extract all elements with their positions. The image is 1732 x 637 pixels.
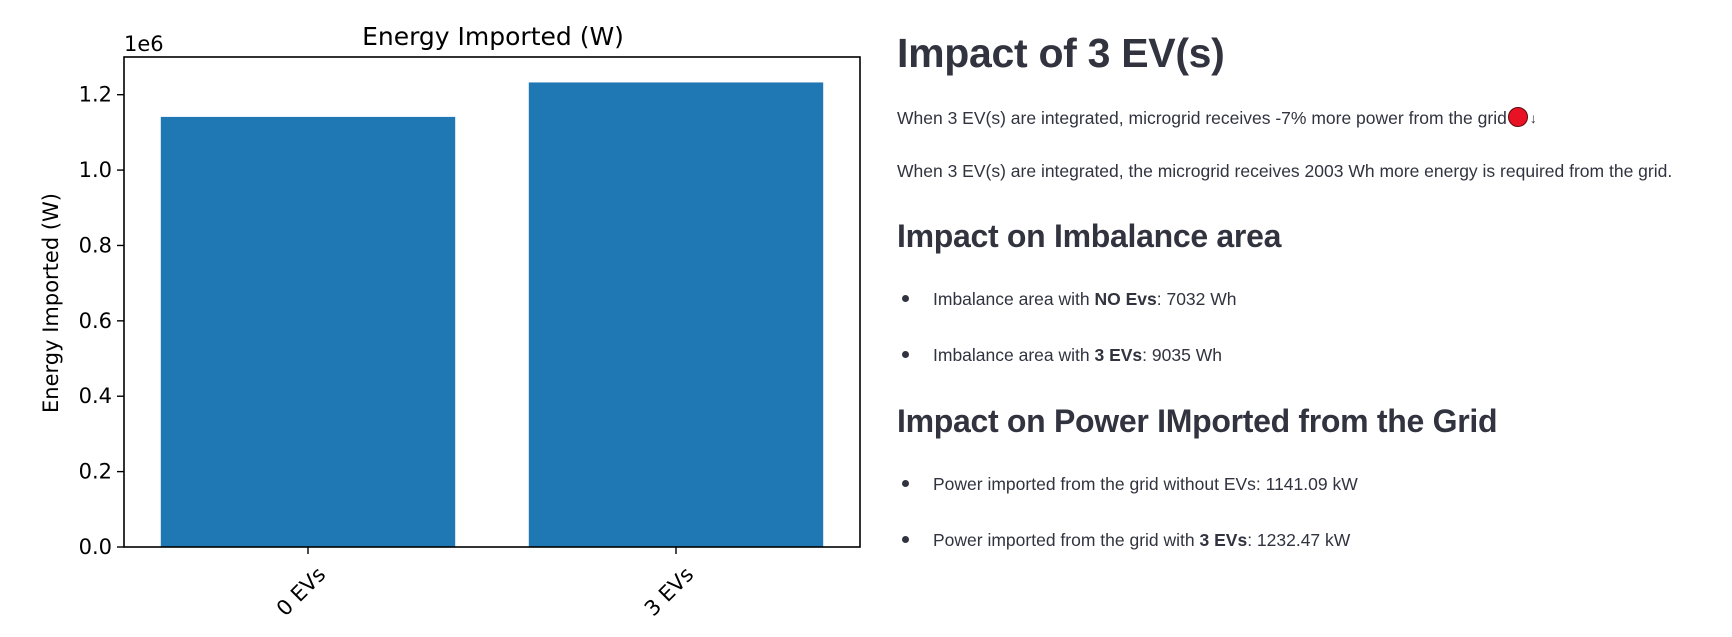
impact-report: Impact of 3 EV(s) When 3 EV(s) are integ… (897, 0, 1727, 637)
item-text: Power imported from the grid without EVs… (933, 474, 1358, 494)
list-item-power-3-evs: Power imported from the grid with 3 EVs:… (897, 530, 1350, 551)
bullet-dot (902, 294, 909, 302)
y-tick-label: 0.8 (79, 233, 112, 257)
y-tick-label: 1.0 (79, 158, 112, 182)
y-tick-label: 0.2 (79, 460, 112, 484)
y-tick-label: 0.0 (79, 535, 112, 559)
power-impact-text: When 3 EV(s) are integrated, microgrid r… (897, 107, 1537, 129)
x-tick-label: 0 EVs (272, 562, 330, 620)
item-value: : 7032 Wh (1156, 289, 1237, 309)
bullet-dot (902, 479, 909, 487)
y-tick-label: 0.6 (79, 309, 112, 333)
list-item-imbalance-no-evs: Imbalance area with NO Evs: 7032 Wh (897, 289, 1237, 310)
x-tick-label: 3 EVs (640, 562, 698, 620)
plot-frame (123, 56, 861, 548)
bullet-dot (902, 535, 909, 543)
list-item-power-without-evs: Power imported from the grid without EVs… (897, 474, 1358, 495)
page-title: Impact of 3 EV(s) (897, 30, 1225, 76)
y-ticks: 0.0 0.2 0.4 0.6 0.8 1.0 1.2 (79, 83, 124, 559)
list-item-imbalance-3-evs: Imbalance area with 3 EVs: 9035 Wh (897, 345, 1222, 366)
item-text: Power imported from the grid with (933, 530, 1200, 550)
item-bold: 3 EVs (1094, 345, 1143, 365)
y-axis-label: Energy Imported (W) (39, 193, 63, 413)
bar-0-evs (160, 116, 456, 547)
item-bold: NO Evs (1094, 289, 1157, 309)
arrow-down-icon: ↓ (1529, 110, 1537, 127)
energy-imported-chart: Energy Imported (W) 1e6 Energy Imported … (39, 22, 861, 621)
item-text: Imbalance area with (933, 289, 1095, 309)
item-bold: 3 EVs (1199, 530, 1248, 550)
power-heading: Impact on Power IMported from the Grid (897, 403, 1498, 439)
bullet-dot (902, 350, 909, 358)
bar-3-evs (528, 82, 824, 547)
imbalance-heading: Impact on Imbalance area (897, 218, 1282, 254)
power-impact-sentence: When 3 EV(s) are integrated, microgrid r… (897, 108, 1507, 128)
energy-impact-text: When 3 EV(s) are integrated, the microgr… (897, 161, 1673, 181)
item-value: : 9035 Wh (1142, 345, 1222, 365)
y-tick-label: 0.4 (79, 384, 112, 408)
bars-layer (160, 82, 824, 547)
chart-title: Energy Imported (W) (362, 22, 624, 51)
red-circle-icon (1507, 107, 1528, 128)
item-text: Imbalance area with (933, 345, 1095, 365)
y-offset-text: 1e6 (124, 32, 164, 56)
item-value: : 1232.47 kW (1247, 530, 1351, 550)
bar-chart-svg: Energy Imported (W) 1e6 Energy Imported … (39, 22, 861, 621)
y-tick-label: 1.2 (79, 83, 112, 107)
x-ticks: 0 EVs 3 EVs (272, 547, 698, 621)
